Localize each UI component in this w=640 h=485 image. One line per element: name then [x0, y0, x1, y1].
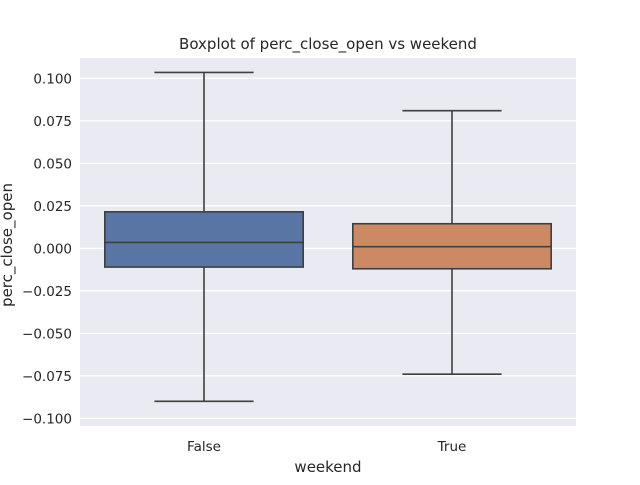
y-tick-label: −0.025 [22, 284, 72, 300]
x-axis-ticks: False True [187, 439, 466, 455]
x-axis-label: weekend [294, 458, 361, 476]
y-tick-label: −0.100 [22, 411, 72, 427]
y-tick-label: 0.075 [33, 114, 72, 130]
box-true [351, 109, 552, 375]
box-false [104, 71, 304, 403]
y-tick-label: −0.075 [22, 369, 72, 385]
y-tick-label: 0.000 [33, 241, 72, 257]
y-tick-label: 0.100 [33, 71, 72, 87]
y-axis-ticks: 0.100 0.075 0.050 0.025 0.000 −0.025 −0.050 −0.… [22, 71, 72, 427]
interquartile-box [104, 211, 304, 268]
y-tick-label: 0.050 [33, 156, 72, 172]
boxes [104, 71, 552, 403]
y-axis-label: perc_close_open [0, 183, 17, 307]
y-tick-label: −0.050 [22, 326, 72, 342]
y-tick-label: 0.025 [33, 199, 72, 215]
x-tick-label: False [187, 439, 221, 455]
chart-title: Boxplot of perc_close_open vs weekend [179, 35, 477, 54]
x-tick-label: True [437, 439, 467, 455]
grid-lines [80, 77, 576, 419]
